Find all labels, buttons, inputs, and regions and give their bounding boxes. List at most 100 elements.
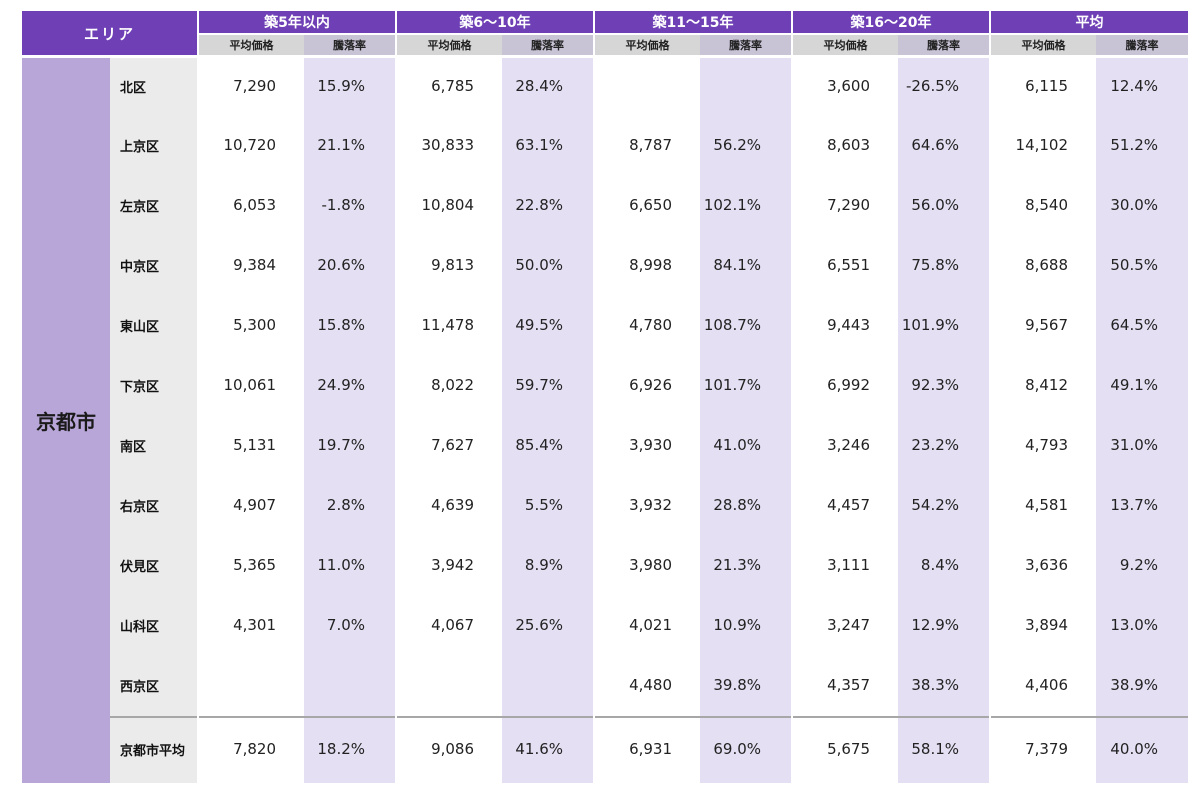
header-row-subs: 平均価格 騰落率 平均価格 騰落率 平均価格 騰落率 平均価格 騰落率 平均価格… (22, 33, 1189, 57)
change-rate-cell: 64.5% (1096, 296, 1189, 357)
avg-price-cell: 3,246 (791, 416, 899, 477)
area-header: エリア (22, 11, 199, 57)
avg-price-cell: 4,639 (395, 476, 503, 537)
avg-price-cell: 9,567 (989, 296, 1097, 357)
avg-price-cell: 4,780 (593, 296, 701, 357)
avg-price-cell: 3,932 (593, 476, 701, 537)
avg-price-cell: 3,942 (395, 536, 503, 597)
change-rate-cell: 108.7% (700, 296, 793, 357)
change-rate-cell: 23.2% (898, 416, 991, 477)
change-rate-cell: 38.9% (1096, 656, 1189, 717)
change-rate-cell: 11.0% (304, 536, 397, 597)
avg-price-cell: 8,998 (593, 236, 701, 297)
avg-price-cell: 8,603 (791, 116, 899, 177)
table-row: 伏見区 5,365 11.0% 3,942 8.9% 3,980 21.3% 3,111 8.4… (22, 536, 1189, 597)
table-row: 下京区 10,061 24.9% 8,022 59.7% 6,926 101.7% 6,992… (22, 356, 1189, 417)
table-row: 上京区 10,720 21.1% 30,833 63.1% 8,787 56.2% 8,603… (22, 116, 1189, 177)
ward-name: 東山区 (110, 296, 199, 357)
change-rate-cell: 30.0% (1096, 176, 1189, 237)
change-rate-cell: 69.0% (700, 715, 793, 783)
ward-name: 山科区 (110, 596, 199, 657)
avg-price-cell (395, 656, 503, 717)
avg-price-cell: 6,785 (395, 55, 503, 117)
table-row: 右京区 4,907 2.8% 4,639 5.5% 3,932 28.8% 4,457 54.2… (22, 476, 1189, 537)
subheader-rate: 騰落率 (700, 33, 793, 57)
avg-price-cell: 4,301 (197, 596, 305, 657)
ward-name: 西京区 (110, 656, 199, 717)
change-rate-cell: 38.3% (898, 656, 991, 717)
avg-price-cell: 3,111 (791, 536, 899, 597)
change-rate-cell: 2.8% (304, 476, 397, 537)
avg-price-cell: 8,412 (989, 356, 1097, 417)
subheader-price: 平均価格 (395, 33, 503, 57)
change-rate-cell: 28.4% (502, 55, 595, 117)
avg-price-cell: 5,365 (197, 536, 305, 597)
change-rate-cell: 12.9% (898, 596, 991, 657)
change-rate-cell: 101.9% (898, 296, 991, 357)
avg-price-cell: 11,478 (395, 296, 503, 357)
avg-price-cell: 5,675 (791, 715, 899, 783)
change-rate-cell: 12.4% (1096, 55, 1189, 117)
ward-name: 中京区 (110, 236, 199, 297)
change-rate-cell: 41.6% (502, 715, 595, 783)
change-rate-cell: 15.9% (304, 55, 397, 117)
table-row: 京都市 北区 7,290 15.9% 6,785 28.4% 3,600 -26.5% 6,11… (22, 55, 1189, 783)
change-rate-cell: 21.1% (304, 116, 397, 177)
ward-name: 南区 (110, 416, 199, 477)
avg-price-cell: 3,600 (791, 55, 899, 117)
subheader-rate: 騰落率 (898, 33, 991, 57)
change-rate-cell (700, 55, 793, 117)
avg-price-cell: 3,980 (593, 536, 701, 597)
avg-price-cell: 10,720 (197, 116, 305, 177)
change-rate-cell: 50.0% (502, 236, 595, 297)
change-rate-cell: 49.1% (1096, 356, 1189, 417)
table-row: 山科区 4,301 7.0% 4,067 25.6% 4,021 10.9% 3,247 12.… (22, 596, 1189, 657)
change-rate-cell: 10.9% (700, 596, 793, 657)
price-table-container: エリア 築5年以内 築6～10年 築11～15年 築16～20年 平均 平均価格… (22, 11, 1189, 783)
price-table: エリア 築5年以内 築6～10年 築11～15年 築16～20年 平均 平均価格… (22, 11, 1189, 783)
change-rate-cell: 75.8% (898, 236, 991, 297)
avg-price-cell: 4,357 (791, 656, 899, 717)
subheader-price: 平均価格 (593, 33, 701, 57)
avg-price-cell: 9,443 (791, 296, 899, 357)
change-rate-cell: 22.8% (502, 176, 595, 237)
change-rate-cell: 7.0% (304, 596, 397, 657)
change-rate-cell: -1.8% (304, 176, 397, 237)
city-label: 京都市 (22, 55, 110, 783)
change-rate-cell: 28.8% (700, 476, 793, 537)
change-rate-cell: 92.3% (898, 356, 991, 417)
change-rate-cell: 51.2% (1096, 116, 1189, 177)
avg-price-cell: 6,926 (593, 356, 701, 417)
avg-price-cell: 9,384 (197, 236, 305, 297)
change-rate-cell: 102.1% (700, 176, 793, 237)
group-header: 築16～20年 (791, 11, 991, 34)
ward-name: 京都市平均 (110, 715, 199, 783)
avg-price-cell: 7,379 (989, 715, 1097, 783)
group-header: 築11～15年 (593, 11, 793, 34)
change-rate-cell: 9.2% (1096, 536, 1189, 597)
avg-price-cell: 6,931 (593, 715, 701, 783)
subheader-rate: 騰落率 (304, 33, 397, 57)
avg-price-cell: 8,022 (395, 356, 503, 417)
table-row: 南区 5,131 19.7% 7,627 85.4% 3,930 41.0% 3,246 23.… (22, 416, 1189, 477)
table-row: 左京区 6,053 -1.8% 10,804 22.8% 6,650 102.1% 7,290… (22, 176, 1189, 237)
ward-name: 左京区 (110, 176, 199, 237)
avg-price-cell: 10,804 (395, 176, 503, 237)
avg-price-cell: 8,787 (593, 116, 701, 177)
avg-price-cell: 4,406 (989, 656, 1097, 717)
avg-price-cell (593, 55, 701, 117)
change-rate-cell: 25.6% (502, 596, 595, 657)
change-rate-cell: 56.2% (700, 116, 793, 177)
avg-price-cell: 4,457 (791, 476, 899, 537)
avg-price-cell: 4,021 (593, 596, 701, 657)
table-row: 西京区 4,480 39.8% 4,357 38.3% 4,406 38.9% (22, 656, 1189, 717)
change-rate-cell: 24.9% (304, 356, 397, 417)
avg-price-cell: 10,061 (197, 356, 305, 417)
avg-price-cell (197, 656, 305, 717)
change-rate-cell: 20.6% (304, 236, 397, 297)
change-rate-cell: 31.0% (1096, 416, 1189, 477)
subheader-price: 平均価格 (989, 33, 1097, 57)
table-body: 京都市 北区 7,290 15.9% 6,785 28.4% 3,600 -26.5% 6,11… (22, 55, 1189, 783)
table-row: 東山区 5,300 15.8% 11,478 49.5% 4,780 108.7% 9,443… (22, 296, 1189, 357)
change-rate-cell: 5.5% (502, 476, 595, 537)
